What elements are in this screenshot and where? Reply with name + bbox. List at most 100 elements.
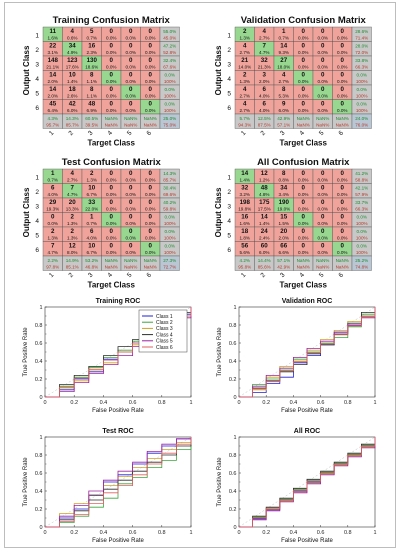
roc-legend-label: Class 4 <box>156 332 173 338</box>
roc-series-line <box>239 307 376 398</box>
confusion-cell-percent: 0.0% <box>106 178 116 183</box>
confusion-cell-count: 1 <box>51 170 55 177</box>
roc-ylabel: True Positive Rate <box>217 327 223 377</box>
confusion-cell-percent: 3.1% <box>48 50 58 55</box>
confusion-cell-count: 0 <box>321 101 325 108</box>
roc-ytick-label: 1 <box>39 435 42 441</box>
confusion-cell-percent: 4.7% <box>67 192 77 197</box>
confusion-cell-percent: 0.0% <box>318 207 328 212</box>
roc-ytick-label: 0.8 <box>35 323 43 329</box>
confusion-cell-percent: 6.4% <box>48 108 58 113</box>
confusion-xtick-label: 4 <box>298 129 306 137</box>
confusion-cell-count: 0.0% <box>165 102 175 107</box>
confusion-cell-count: 4 <box>263 28 267 35</box>
confusion-cell-count: 0 <box>321 185 325 192</box>
roc-xtick-label: 0.2 <box>70 400 78 406</box>
confusion-cell-percent: 0.0% <box>337 50 347 55</box>
confusion-cell-count: 0 <box>341 214 345 221</box>
confusion-ytick-label: 2 <box>227 47 231 54</box>
confusion-cell-count: 148 <box>48 57 59 64</box>
confusion-cell-percent: 0.0% <box>106 221 116 226</box>
confusion-cell-count: NaN% <box>144 116 157 121</box>
confusion-cell-percent: 0.0% <box>106 79 116 84</box>
confusion-cell-count: NaN% <box>124 258 137 263</box>
confusion-cell-count: 32 <box>241 185 248 192</box>
confusion-cell-percent: 0.0% <box>337 221 347 226</box>
confusion-xtick-label: 3 <box>279 271 287 279</box>
confusion-cell-count: 2 <box>51 228 55 235</box>
confusion-cell-percent: 0.0% <box>126 236 136 241</box>
confusion-xtick-label: 4 <box>298 271 306 279</box>
confusion-cell-count: 0 <box>51 214 55 221</box>
confusion-cell-percent: 0.0% <box>318 236 328 241</box>
roc-xlabel: False Positive Rate <box>92 538 144 544</box>
confusion-cell-count: 0.0% <box>357 229 367 234</box>
confusion-cell-percent: 95.7% <box>46 123 59 128</box>
roc-legend-label: Class 2 <box>156 320 173 326</box>
confusion-cell-count: 0 <box>149 170 153 177</box>
confusion-cell-percent: 0.0% <box>298 221 308 226</box>
confusion-cell-count: 8 <box>90 86 94 93</box>
confusion-ytick-label: 5 <box>227 232 231 239</box>
confusion-cell-count: 16 <box>88 43 95 50</box>
confusion-ytick-label: 1 <box>35 174 39 181</box>
confusion-cell-percent: 0.7% <box>279 36 289 41</box>
confusion-cell-percent: 2.0% <box>48 94 58 99</box>
roc-ytick-label: 0.8 <box>229 323 237 329</box>
confusion-cell-percent: 1.5% <box>279 221 289 226</box>
confusion-cell-count: 0 <box>110 185 114 192</box>
confusion-cell-count: 0 <box>129 185 133 192</box>
figure-frame: Training Confusion Matrix 11 1.6% 4 0.6% 5 0.7… <box>4 2 396 548</box>
roc-ytick-label: 0.8 <box>35 453 43 459</box>
confusion-cell-percent: 0.0% <box>48 221 58 226</box>
confusion-cell-percent: 2.7% <box>67 178 77 183</box>
confusion-ytick-label: 4 <box>35 218 39 225</box>
roc-ytick-label: 1 <box>233 305 236 311</box>
confusion-cell-percent: 21.3% <box>258 65 271 70</box>
confusion-cell-count: 1 <box>282 28 286 35</box>
confusion-cell-percent: 13.3% <box>66 207 79 212</box>
confusion-cell-count: 123 <box>67 57 78 64</box>
confusion-cell-percent: 3.2% <box>240 192 250 197</box>
confusion-cell-count: 0.0% <box>357 73 367 78</box>
roc-xtick-label: 0.6 <box>129 400 137 406</box>
confusion-cell-percent: 0.0% <box>337 178 347 183</box>
confusion-cell-percent: 0.0% <box>337 79 347 84</box>
confusion-cell-count: 5 <box>90 28 94 35</box>
confusion-cell-percent: 100% <box>164 236 176 241</box>
confusion-cell-percent: 0.7% <box>87 36 97 41</box>
confusion-cell-count: NaN% <box>297 116 310 121</box>
confusion-cell-count: 0 <box>341 57 345 64</box>
confusion-cell-count: 0 <box>110 72 114 79</box>
confusion-cell-count: NaN% <box>336 258 349 263</box>
confusion-cell-count: 175 <box>259 199 270 206</box>
roc-xtick-label: 0 <box>237 400 240 406</box>
confusion-xtick-label: 3 <box>279 129 287 137</box>
roc-xtick-label: 0.8 <box>344 530 352 536</box>
confusion-cell-count: 0 <box>110 57 114 64</box>
roc-ylabel: True Positive Rate <box>217 457 223 507</box>
confusion-cell-count: 25.2% <box>355 258 368 263</box>
confusion-cell-percent: 85.6% <box>258 265 271 270</box>
confusion-cell-percent: 2.0% <box>48 79 58 84</box>
confusion-cell-percent: 6.6% <box>279 250 289 255</box>
roc-xtick-label: 0.8 <box>158 530 166 536</box>
confusion-cell-percent: 0.7% <box>87 221 97 226</box>
confusion-cell-percent: 85.7% <box>66 123 79 128</box>
confusion-cell-percent: 1.6% <box>240 221 250 226</box>
confusion-cell-count: 0 <box>321 28 325 35</box>
confusion-xlabel: Target Class <box>280 281 328 290</box>
confusion-cell-percent: 4.0% <box>259 94 269 99</box>
confusion-cell-percent: NaN% <box>144 123 157 128</box>
confusion-cell-percent: 57.1% <box>277 123 290 128</box>
confusion-cell-count: 0 <box>321 57 325 64</box>
confusion-cell-count: NaN% <box>124 116 137 121</box>
roc-ytick-label: 0.6 <box>35 471 43 477</box>
confusion-cell-percent: 76.0% <box>355 123 368 128</box>
confusion-cell-count: 12.5% <box>258 116 271 121</box>
confusion-cell-count: 0 <box>341 199 345 206</box>
confusion-cell-count: 0 <box>129 57 133 64</box>
confusion-cell-percent: 6.7% <box>87 250 97 255</box>
confusion-ytick-label: 1 <box>35 32 39 39</box>
confusion-ytick-label: 6 <box>227 105 231 112</box>
